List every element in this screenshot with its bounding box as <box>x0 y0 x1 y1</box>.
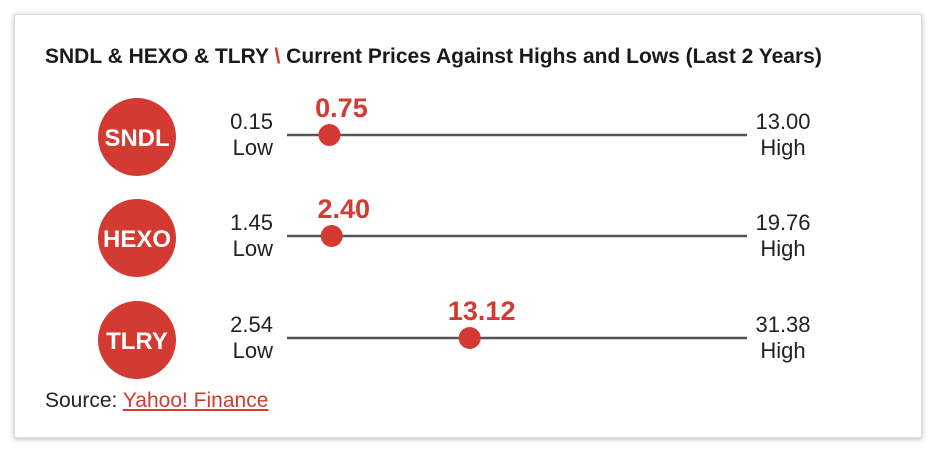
low-label-hexo: Low <box>233 236 273 261</box>
title-tickers: SNDL & HEXO & TLRY <box>45 45 269 68</box>
high-label-hexo: High <box>760 236 805 261</box>
ticker-badge-tlry <box>98 301 176 379</box>
low-label-sndl: Low <box>233 135 273 160</box>
title-description: Current Prices Against Highs and Lows (L… <box>286 45 822 68</box>
low-value-hexo: 1.45 <box>230 210 273 235</box>
current-price-dot-tlry <box>458 327 481 349</box>
ticker-label-tlry: TLRY <box>106 328 168 355</box>
source-label: Source: <box>45 389 118 412</box>
high-value-hexo: 19.76 <box>755 210 810 235</box>
ticker-badge-hexo <box>98 199 176 277</box>
title-separator: \ <box>274 45 281 68</box>
current-price-label-sndl: 0.75 <box>315 93 368 123</box>
chart-card: SNDL & HEXO & TLRY \ Current Prices Agai… <box>14 14 922 438</box>
low-value-sndl: 0.15 <box>230 109 273 134</box>
current-price-label-tlry: 13.12 <box>448 296 516 326</box>
ticker-label-sndl: SNDL <box>104 125 169 152</box>
current-price-dot-hexo <box>320 225 343 247</box>
chart-title: SNDL & HEXO & TLRY \ Current Prices Agai… <box>45 45 822 69</box>
ticker-label-hexo: HEXO <box>103 226 171 253</box>
high-label-sndl: High <box>760 135 805 160</box>
high-label-tlry: High <box>760 338 805 363</box>
high-value-sndl: 13.00 <box>755 109 810 134</box>
source-line: Source: Yahoo! Finance <box>45 389 268 413</box>
ticker-badge-sndl <box>98 98 176 176</box>
low-label-tlry: Low <box>233 338 273 363</box>
high-value-tlry: 31.38 <box>755 312 810 337</box>
low-value-tlry: 2.54 <box>230 312 273 337</box>
current-price-label-hexo: 2.40 <box>317 194 370 224</box>
source-link[interactable]: Yahoo! Finance <box>122 389 269 412</box>
current-price-dot-sndl <box>318 124 341 146</box>
range-chart: SNDL0.15Low13.00High0.75HEXO1.45Low19.76… <box>98 93 811 379</box>
